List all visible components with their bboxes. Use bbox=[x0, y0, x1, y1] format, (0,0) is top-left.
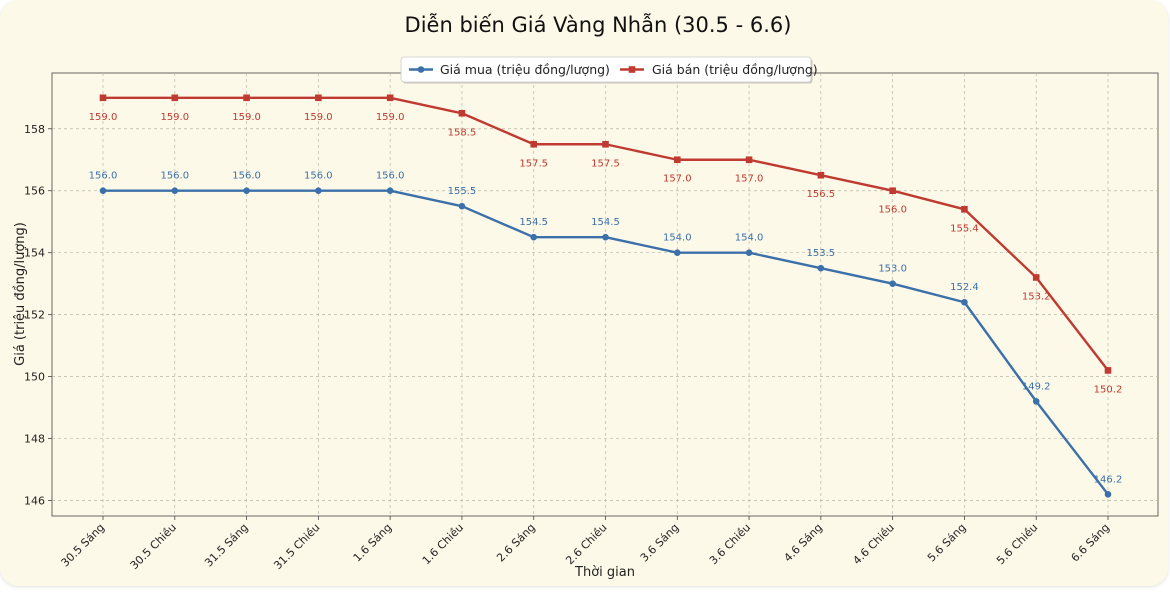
legend-marker bbox=[628, 66, 636, 73]
data-label: 157.5 bbox=[591, 158, 620, 169]
legend-marker bbox=[417, 66, 425, 73]
data-label: 156.0 bbox=[232, 171, 261, 182]
plot-area bbox=[51, 72, 1159, 517]
data-point bbox=[817, 171, 825, 179]
y-axis-label: Giá (triệu đồng/lượng) bbox=[13, 222, 28, 366]
y-tick-label: 154 bbox=[24, 247, 45, 260]
data-point bbox=[1104, 367, 1112, 374]
data-point bbox=[530, 140, 538, 148]
legend-box bbox=[400, 56, 812, 83]
data-point bbox=[99, 187, 107, 195]
data-label: 154.5 bbox=[591, 217, 620, 228]
data-point bbox=[315, 94, 322, 102]
data-label: 155.4 bbox=[950, 223, 979, 234]
x-tick-label: 3.6 Chiều bbox=[707, 521, 753, 567]
data-point bbox=[602, 233, 609, 241]
y-tick-label: 146 bbox=[24, 495, 45, 508]
x-tick-label: 31.5 Sáng bbox=[202, 521, 251, 570]
data-label: 149.2 bbox=[1022, 381, 1051, 392]
data-label: 156.0 bbox=[89, 171, 118, 182]
y-axis-ticks: 146 148 150 152 154 156 158 bbox=[24, 123, 52, 508]
y-tick-label: 148 bbox=[24, 433, 45, 446]
data-point bbox=[673, 249, 681, 256]
data-label: 153.0 bbox=[878, 264, 907, 275]
data-point bbox=[889, 280, 896, 287]
data-point bbox=[99, 94, 107, 102]
data-point bbox=[171, 187, 179, 195]
data-point bbox=[1104, 491, 1112, 498]
y-tick-label: 156 bbox=[24, 185, 45, 198]
data-point bbox=[1032, 398, 1040, 405]
legend-entry-label: Giá bán (triệu đồng/lượng) bbox=[652, 62, 818, 77]
data-point bbox=[458, 109, 466, 117]
x-tick-label: 1.6 Sáng bbox=[351, 521, 395, 565]
y-tick-label: 150 bbox=[24, 371, 45, 384]
x-tick-label: 30.5 Chiều bbox=[128, 521, 179, 572]
data-label: 157.0 bbox=[735, 174, 764, 185]
data-label: 157.5 bbox=[519, 158, 548, 169]
x-tick-label: 1.6 Chiều bbox=[420, 521, 466, 567]
data-label: 159.0 bbox=[89, 112, 118, 123]
data-point bbox=[243, 187, 250, 195]
data-label: 154.0 bbox=[735, 233, 764, 244]
data-point bbox=[458, 202, 466, 210]
data-label: 146.2 bbox=[1094, 474, 1123, 485]
data-label: 156.0 bbox=[304, 171, 333, 182]
data-point bbox=[386, 94, 394, 102]
series-group: 156.0 156.0 156.0 156.0 156.0 155.5 154.5 154.5… bbox=[89, 94, 1123, 498]
data-label: 156.5 bbox=[807, 189, 836, 200]
grid-lines bbox=[52, 73, 1158, 516]
data-point bbox=[602, 140, 609, 148]
data-point bbox=[243, 94, 250, 102]
legend-entry-label: Giá mua (triệu đồng/lượng) bbox=[440, 62, 610, 77]
x-tick-label: 4.6 Sáng bbox=[781, 521, 825, 565]
x-tick-label: 30.5 Sáng bbox=[59, 521, 108, 570]
legend: Giá mua (triệu đồng/lượng) Giá bán (triệu… bbox=[400, 56, 818, 84]
data-label: 159.0 bbox=[304, 112, 333, 123]
x-tick-label: 2.6 Chiều bbox=[563, 521, 609, 567]
data-label: 156.0 bbox=[160, 171, 189, 182]
x-tick-label: 2.6 Sáng bbox=[494, 521, 538, 565]
data-point bbox=[673, 156, 681, 164]
x-tick-label: 4.6 Chiều bbox=[850, 521, 896, 567]
data-point bbox=[315, 187, 322, 195]
data-point bbox=[889, 187, 896, 195]
data-point bbox=[171, 94, 179, 102]
data-label: 159.0 bbox=[160, 112, 189, 123]
data-label: 159.0 bbox=[232, 112, 261, 123]
data-label: 152.4 bbox=[950, 282, 979, 293]
x-tick-label: 5.6 Chiều bbox=[994, 521, 1040, 567]
data-label: 159.0 bbox=[376, 112, 405, 123]
data-point bbox=[530, 233, 538, 241]
data-label: 153.2 bbox=[1022, 291, 1051, 302]
data-point bbox=[386, 187, 394, 195]
data-label: 154.0 bbox=[663, 233, 692, 244]
chart-title: Diễn biến Giá Vàng Nhẫn (30.5 - 6.6) bbox=[405, 12, 792, 37]
x-tick-label: 31.5 Chiều bbox=[271, 521, 322, 572]
data-point bbox=[817, 264, 825, 272]
data-label: 154.5 bbox=[519, 217, 548, 228]
data-point bbox=[745, 249, 753, 256]
x-tick-label: 5.6 Sáng bbox=[925, 521, 969, 565]
y-tick-label: 158 bbox=[24, 123, 45, 136]
data-point bbox=[745, 156, 753, 164]
x-tick-label: 6.6 Sáng bbox=[1069, 521, 1113, 565]
x-axis-label: Thời gian bbox=[574, 565, 635, 580]
data-point bbox=[961, 206, 968, 213]
data-point bbox=[961, 298, 968, 306]
x-axis-ticks: 30.5 Sáng 30.5 Chiều 31.5 Sáng 31.5 Chiều 1.… bbox=[59, 516, 1113, 572]
y-tick-label: 152 bbox=[24, 309, 45, 322]
data-label: 150.2 bbox=[1094, 384, 1123, 395]
data-label: 156.0 bbox=[376, 171, 405, 182]
data-label: 157.0 bbox=[663, 174, 692, 185]
data-label: 156.0 bbox=[878, 205, 907, 216]
data-label: 158.5 bbox=[448, 127, 477, 138]
data-point bbox=[1032, 274, 1040, 281]
data-label: 155.5 bbox=[448, 186, 477, 197]
x-tick-label: 3.6 Sáng bbox=[638, 521, 682, 565]
data-label: 153.5 bbox=[807, 248, 836, 259]
